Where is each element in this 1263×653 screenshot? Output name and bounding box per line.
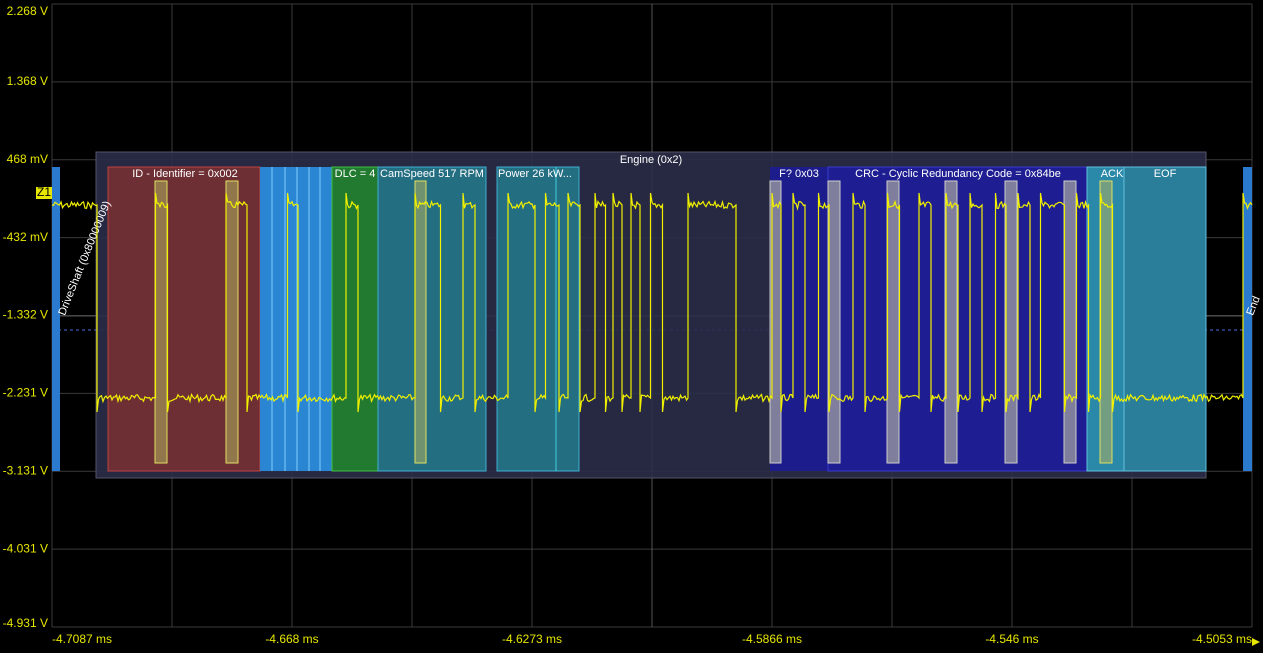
segment <box>260 167 332 471</box>
segment <box>331 166 379 472</box>
x-axis-label: -4.668 ms <box>265 632 318 646</box>
segment-label: CRC - Cyclic Redundancy Code = 0x84be <box>855 168 1061 180</box>
segment <box>496 166 580 472</box>
segment <box>377 166 487 472</box>
side-strip <box>1243 167 1252 471</box>
y-axis-label: -2.231 V <box>3 386 48 400</box>
segment-label: ID - Identifier = 0x002 <box>132 168 237 180</box>
y-axis-label: -432 mV <box>3 230 48 244</box>
x-axis-label: -4.5053 ms <box>1192 632 1252 646</box>
stuff-bits <box>769 180 1077 464</box>
segment-label: EOF <box>1154 168 1177 180</box>
marker-label: Z1 <box>37 185 51 199</box>
y-axis-label: 2.268 V <box>7 4 48 18</box>
waveform <box>51 192 1253 413</box>
x-axis-label: -4.5866 ms <box>742 632 802 646</box>
side-strip <box>52 167 60 471</box>
segment-label: Power 26 kW... <box>498 168 572 180</box>
segment <box>1123 166 1207 472</box>
stuff-bits <box>154 180 1113 464</box>
axis-arrow <box>1252 638 1260 646</box>
bit-lines <box>271 167 321 471</box>
segment-label: F? 0x03 <box>779 168 819 180</box>
segment-label: ACK <box>1101 168 1124 180</box>
x-axis-label: -4.7087 ms <box>52 632 112 646</box>
y-axis-label: -4.931 V <box>3 616 48 630</box>
y-axis-label: 1.368 V <box>7 74 48 88</box>
x-axis-label: -4.546 ms <box>985 632 1038 646</box>
x-axis-label: -4.6273 ms <box>502 632 562 646</box>
segment-label: CamSpeed 517 RPM <box>380 168 484 180</box>
frame-title: Engine (0x2) <box>620 154 682 166</box>
axis-labels: 2.268 V 1.368 V 468 mV -432 mV -1.332 V -2.23… <box>3 4 1252 646</box>
segment-label: DLC = 4 <box>335 168 376 180</box>
y-axis-label: 468 mV <box>7 152 48 166</box>
y-axis-label: -3.131 V <box>3 463 48 477</box>
y-axis-label: -1.332 V <box>3 308 48 322</box>
marker-box <box>36 187 52 199</box>
y-axis-label: -4.031 V <box>3 541 48 555</box>
